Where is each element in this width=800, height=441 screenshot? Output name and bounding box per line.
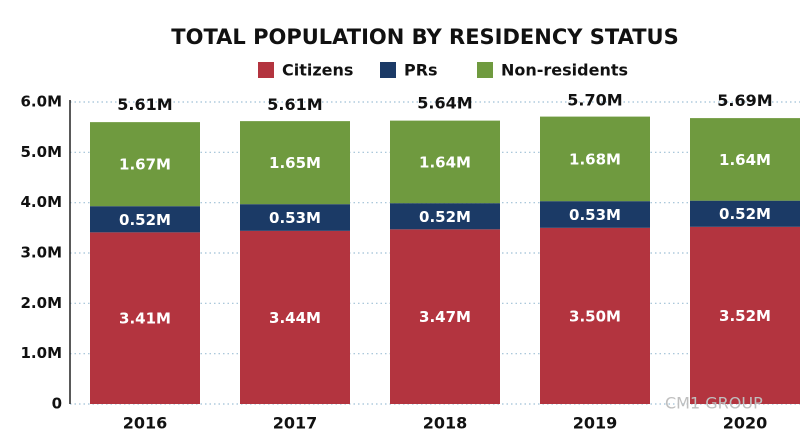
labels: 0 1.0M 2.0M 3.0M 4.0M 5.0M 6.0M 3.41M 0.52M 1.67M… bbox=[21, 91, 773, 433]
y-tick-label: 1.0M bbox=[21, 344, 63, 362]
bar-segment bbox=[90, 232, 200, 404]
value-label: 3.41M bbox=[119, 310, 171, 328]
value-label: 3.52M bbox=[719, 307, 771, 325]
value-label: 1.64M bbox=[719, 151, 771, 169]
bar-segment bbox=[90, 206, 200, 233]
legend-label: PRs bbox=[404, 61, 438, 80]
bar-segment bbox=[540, 227, 650, 404]
y-tick-label: 6.0M bbox=[21, 93, 63, 111]
bar-segment bbox=[90, 122, 200, 207]
x-tick-label: 2020 bbox=[723, 414, 768, 433]
legend-swatch bbox=[258, 62, 274, 78]
value-label: 3.44M bbox=[269, 309, 321, 327]
bar-segment bbox=[540, 201, 650, 228]
bar-segment bbox=[240, 121, 350, 205]
x-tick-label: 2019 bbox=[573, 414, 618, 433]
y-tick-label: 2.0M bbox=[21, 294, 63, 312]
y-tick-label: 5.0M bbox=[21, 143, 63, 161]
bar-segment bbox=[540, 116, 650, 202]
value-label: 0.52M bbox=[419, 208, 471, 226]
value-label: 1.67M bbox=[119, 156, 171, 174]
bar-segment bbox=[240, 204, 350, 231]
bar-segment bbox=[690, 226, 800, 404]
legend-label: Citizens bbox=[282, 61, 353, 80]
y-tick-label: 4.0M bbox=[21, 193, 63, 211]
value-label: 3.50M bbox=[569, 307, 621, 325]
bar-segment bbox=[690, 200, 800, 227]
value-label: 1.68M bbox=[569, 150, 621, 168]
x-tick-label: 2017 bbox=[273, 414, 318, 433]
value-label: 0.52M bbox=[119, 211, 171, 229]
y-tick-label: 0 bbox=[52, 395, 62, 413]
bar-segment bbox=[240, 230, 350, 404]
value-label: 1.65M bbox=[269, 154, 321, 172]
x-tick-label: 2016 bbox=[123, 414, 168, 433]
legend-label: Non-residents bbox=[501, 61, 628, 80]
watermark: CM1 GROUP bbox=[665, 394, 763, 413]
total-label: 5.69M bbox=[717, 91, 772, 110]
value-label: 0.53M bbox=[569, 206, 621, 224]
total-label: 5.64M bbox=[417, 94, 472, 113]
y-tick-label: 3.0M bbox=[21, 244, 63, 262]
chart-title: TOTAL POPULATION BY RESIDENCY STATUS bbox=[171, 25, 678, 49]
legend-swatch bbox=[477, 62, 493, 78]
bar-segment bbox=[690, 118, 800, 201]
value-label: 0.53M bbox=[269, 209, 321, 227]
bars bbox=[90, 116, 800, 404]
x-tick-label: 2018 bbox=[423, 414, 468, 433]
bar-segment bbox=[390, 120, 500, 204]
value-label: 0.52M bbox=[719, 205, 771, 223]
value-label: 1.64M bbox=[419, 153, 471, 171]
total-label: 5.61M bbox=[117, 95, 172, 114]
bar-segment bbox=[390, 229, 500, 404]
legend-swatch bbox=[380, 62, 396, 78]
value-label: 3.47M bbox=[419, 308, 471, 326]
total-label: 5.61M bbox=[267, 95, 322, 114]
bar-segment bbox=[390, 203, 500, 230]
total-label: 5.70M bbox=[567, 91, 622, 110]
